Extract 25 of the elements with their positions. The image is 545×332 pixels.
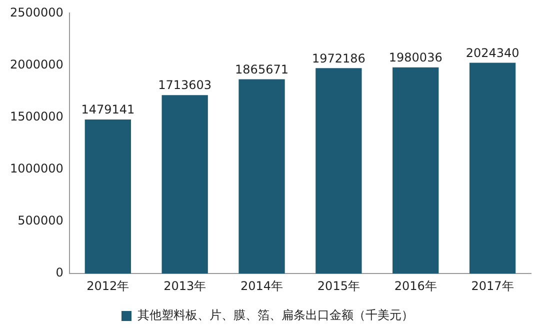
data-label: 1713603 (158, 78, 212, 92)
bar (469, 62, 516, 274)
x-tick-label: 2012年 (86, 278, 130, 293)
y-tick-label: 0 (56, 266, 64, 280)
data-label: 1980036 (388, 50, 442, 64)
y-tick-label: 1500000 (10, 109, 64, 124)
y-tick-label: 1000000 (10, 162, 64, 176)
x-tick-label: 2016年 (394, 278, 437, 293)
x-tick-label: 2014年 (240, 278, 284, 293)
y-tick-label: 2500000 (10, 5, 64, 20)
x-tick-label: 2013年 (164, 278, 206, 293)
bar (316, 68, 362, 274)
data-label: 1479141 (81, 102, 135, 117)
legend-label: 其他塑料板、片、膜、箔、扁条出口金额（千美元） (138, 308, 414, 322)
x-tick-label: 2015年 (317, 278, 360, 293)
bar (238, 79, 285, 274)
bar (84, 120, 131, 274)
y-tick-label: 2000000 (10, 57, 64, 72)
data-label: 1972186 (312, 51, 366, 66)
y-tick-label: 500000 (18, 214, 64, 228)
data-label: 2024340 (466, 46, 520, 60)
x-tick-label: 2017年 (471, 278, 514, 293)
bar (392, 67, 439, 274)
bar (162, 95, 208, 274)
data-label: 1865671 (235, 62, 288, 76)
